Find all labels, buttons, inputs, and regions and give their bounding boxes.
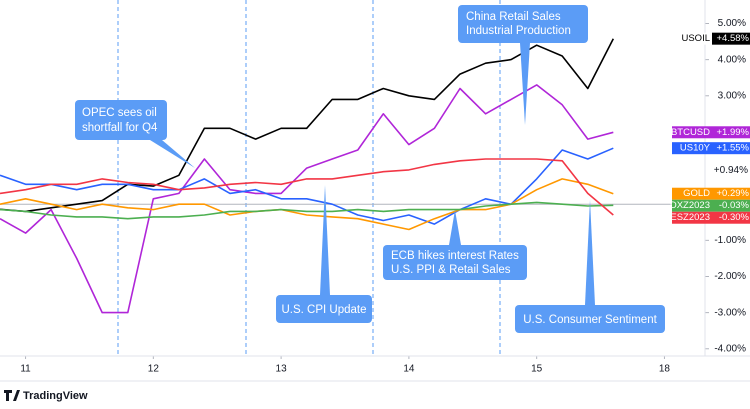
- legend-label: GOLD: [683, 188, 710, 199]
- series-name-tag: [672, 199, 712, 212]
- price-tag: [712, 126, 750, 139]
- series-name-tag: [672, 142, 712, 155]
- series-name-tag: [672, 126, 712, 139]
- annotation-text: Industrial Production: [466, 25, 571, 37]
- price-tag: [712, 32, 750, 45]
- annotation: OPEC sees oil shortfall for Q4: [75, 100, 195, 168]
- series-line: [0, 158, 614, 216]
- series-name-tag: [672, 211, 712, 224]
- annotation: U.S. Consumer Sentiment: [515, 200, 665, 333]
- y-tick-label: 4.00%: [718, 54, 746, 65]
- annotation-pointer: [150, 140, 195, 168]
- price-tag-label: +1.99%: [717, 127, 750, 138]
- price-tag: [712, 211, 750, 224]
- price-tag: [712, 187, 750, 200]
- session-breaks: [117, 0, 501, 355]
- x-tick-label: 11: [20, 364, 31, 375]
- price-tag: [707, 164, 750, 177]
- price-tag: [712, 199, 750, 212]
- y-tick-label: 3.00%: [718, 90, 746, 101]
- price-tag-label: +1.55%: [717, 143, 750, 154]
- annotation-text: shortfall for Q4: [82, 122, 158, 134]
- price-tag-label: +4.58%: [717, 33, 750, 44]
- annotation-text: U.S. CPI Update: [281, 304, 366, 316]
- brand-logo: TradingView: [4, 390, 88, 402]
- y-tick-label: -2.00%: [714, 271, 746, 282]
- annotation-pointer: [520, 43, 530, 125]
- annotation-box: [383, 245, 527, 280]
- series-name-tag: [672, 32, 712, 45]
- annotation-text: OPEC sees oil: [82, 107, 157, 119]
- price-tag-label: +0.94%: [714, 165, 748, 176]
- price-tag: [712, 142, 750, 155]
- price-tag-label: -0.30%: [719, 212, 750, 223]
- legend-label: ESZ2023: [670, 212, 710, 223]
- x-tick-label: 12: [148, 364, 160, 375]
- legend-label: USOIL: [681, 33, 710, 44]
- annotation-box: [276, 295, 372, 323]
- annotation-text: U.S. PPI & Retail Sales: [391, 264, 511, 276]
- y-tick-label: -4.00%: [714, 343, 746, 354]
- annotation-text: China Retail Sales: [466, 11, 561, 23]
- annotation-pointer: [449, 210, 461, 245]
- plot-area: 5.00% 4.00% 3.00% -1.00% -2.00% -3.00% -4.00% 1…: [0, 18, 746, 375]
- y-tick-label: 5.00%: [718, 18, 746, 29]
- annotation-box: [75, 100, 167, 140]
- annotation-text: ECB hikes interest Rates: [391, 250, 519, 262]
- y-tick-label: -3.00%: [714, 307, 746, 318]
- series-line: [0, 201, 614, 220]
- annotation-box: [458, 5, 588, 43]
- annotation: U.S. CPI Update: [276, 185, 372, 323]
- annotation-pointer: [320, 185, 330, 295]
- annotation: ECB hikes interest Rates U.S. PPI & Reta…: [383, 210, 527, 280]
- annotation-box: [515, 305, 665, 333]
- brand-name: TradingView: [23, 390, 88, 402]
- annotation-pointer: [585, 200, 595, 305]
- price-tags: USOIL +4.58% BTCUSD +1.99% US10Y +1.55% +0.94%…: [670, 32, 750, 224]
- annotation: China Retail Sales Industrial Production: [458, 5, 588, 125]
- x-tick-label: 14: [403, 364, 415, 375]
- annotations: OPEC sees oil shortfall for Q4 China Ret…: [75, 5, 665, 333]
- legend-label: US10Y: [680, 143, 711, 154]
- x-tick-label: 15: [531, 364, 543, 375]
- annotation-text: U.S. Consumer Sentiment: [523, 314, 657, 326]
- series-line: [0, 84, 614, 314]
- price-tag-label: -0.03%: [719, 200, 750, 211]
- legend-label: BTCUSD: [671, 127, 710, 138]
- x-tick-label: 18: [659, 364, 671, 375]
- y-tick-label: -1.00%: [714, 235, 746, 246]
- series-line: [0, 38, 615, 213]
- legend-label: DXZ2023: [670, 200, 710, 211]
- series-name-tag: [672, 187, 712, 200]
- x-tick-label: 13: [276, 364, 288, 375]
- price-tag-label: +0.29%: [717, 188, 750, 199]
- logo-icon: [4, 390, 20, 401]
